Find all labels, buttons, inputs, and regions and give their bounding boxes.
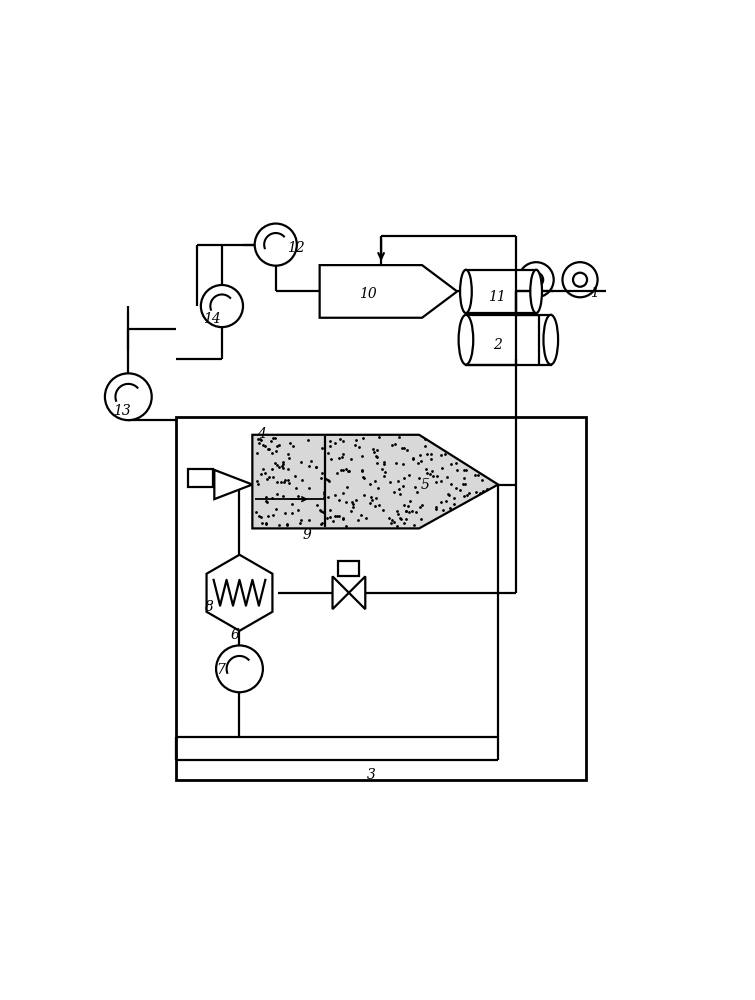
Polygon shape [207, 555, 273, 631]
Circle shape [216, 645, 263, 692]
Text: 11: 11 [488, 290, 505, 304]
Bar [188, 469, 213, 487]
Text: 4: 4 [257, 427, 266, 441]
Bar [466, 270, 536, 313]
Text: 1: 1 [590, 286, 599, 300]
Bar [338, 561, 359, 576]
Circle shape [519, 262, 553, 297]
Ellipse shape [458, 315, 473, 365]
Polygon shape [319, 265, 457, 318]
Text: 5: 5 [421, 478, 430, 492]
Circle shape [573, 273, 587, 287]
Circle shape [529, 273, 543, 287]
Text: 10: 10 [359, 287, 377, 301]
Bar [177, 417, 586, 780]
Text: 13: 13 [113, 404, 131, 418]
Bar [466, 315, 551, 365]
Text: 9: 9 [302, 528, 311, 542]
Polygon shape [214, 470, 252, 499]
Polygon shape [252, 435, 498, 528]
Text: 6: 6 [230, 628, 239, 642]
Circle shape [254, 224, 297, 266]
Circle shape [201, 285, 243, 327]
Text: 2: 2 [494, 338, 502, 352]
Polygon shape [349, 576, 365, 609]
Text: 7: 7 [216, 663, 225, 677]
Ellipse shape [460, 270, 472, 313]
Text: 3: 3 [366, 768, 375, 782]
Circle shape [562, 262, 598, 297]
Polygon shape [332, 576, 349, 609]
Text: 8: 8 [205, 600, 213, 614]
Text: 14: 14 [203, 312, 221, 326]
Ellipse shape [544, 315, 558, 365]
Ellipse shape [530, 270, 542, 313]
Circle shape [105, 373, 152, 420]
Text: 12: 12 [288, 241, 305, 255]
